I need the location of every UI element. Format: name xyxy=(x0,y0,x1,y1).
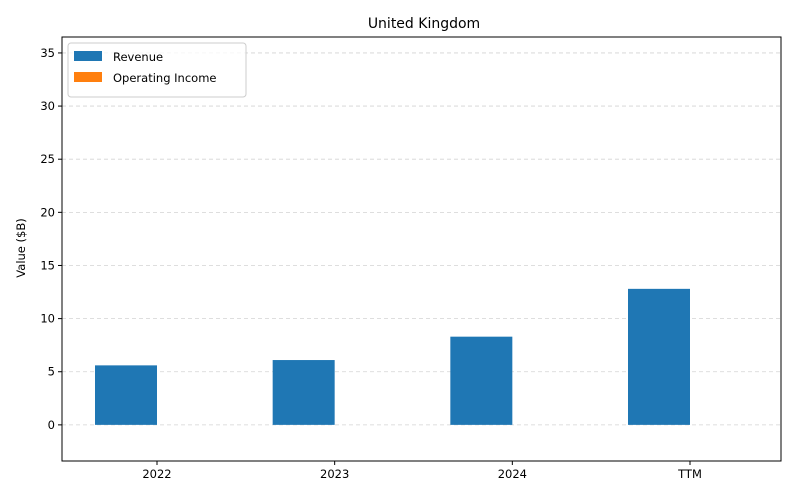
legend-swatch xyxy=(74,72,102,82)
y-tick-label: 30 xyxy=(40,99,55,113)
gridlines xyxy=(62,52,781,426)
legend-label: Operating Income xyxy=(113,71,216,85)
y-axis-ticks: 0 5 10 15 20 25 30 35 xyxy=(40,46,62,432)
y-tick-label: 25 xyxy=(40,152,55,166)
legend-label: Revenue xyxy=(113,50,163,64)
y-tick-label: 15 xyxy=(40,258,55,272)
legend: Revenue Operating Income xyxy=(67,42,247,98)
x-axis-ticks: 2022 2023 2024 TTM xyxy=(142,461,702,481)
bar-revenue xyxy=(95,365,157,425)
legend-box xyxy=(67,42,247,98)
bar-revenue xyxy=(450,336,513,425)
x-tick-label: 2023 xyxy=(320,467,349,481)
x-tick-label: 2022 xyxy=(142,467,171,481)
y-axis-label: Value ($B) xyxy=(14,218,28,277)
x-tick-label: TTM xyxy=(677,467,702,481)
y-tick-label: 35 xyxy=(40,46,55,60)
bars xyxy=(95,288,690,425)
y-tick-label: 20 xyxy=(40,205,55,219)
y-tick-label: 10 xyxy=(40,312,55,326)
legend-swatch xyxy=(74,51,102,61)
bar-revenue xyxy=(272,360,335,425)
plot-frame xyxy=(61,36,782,462)
bar-revenue xyxy=(628,288,690,425)
x-tick-label: 2024 xyxy=(498,467,527,481)
y-tick-label: 0 xyxy=(48,418,55,432)
y-tick-label: 5 xyxy=(48,365,55,379)
chart-title: United Kingdom xyxy=(368,16,480,32)
